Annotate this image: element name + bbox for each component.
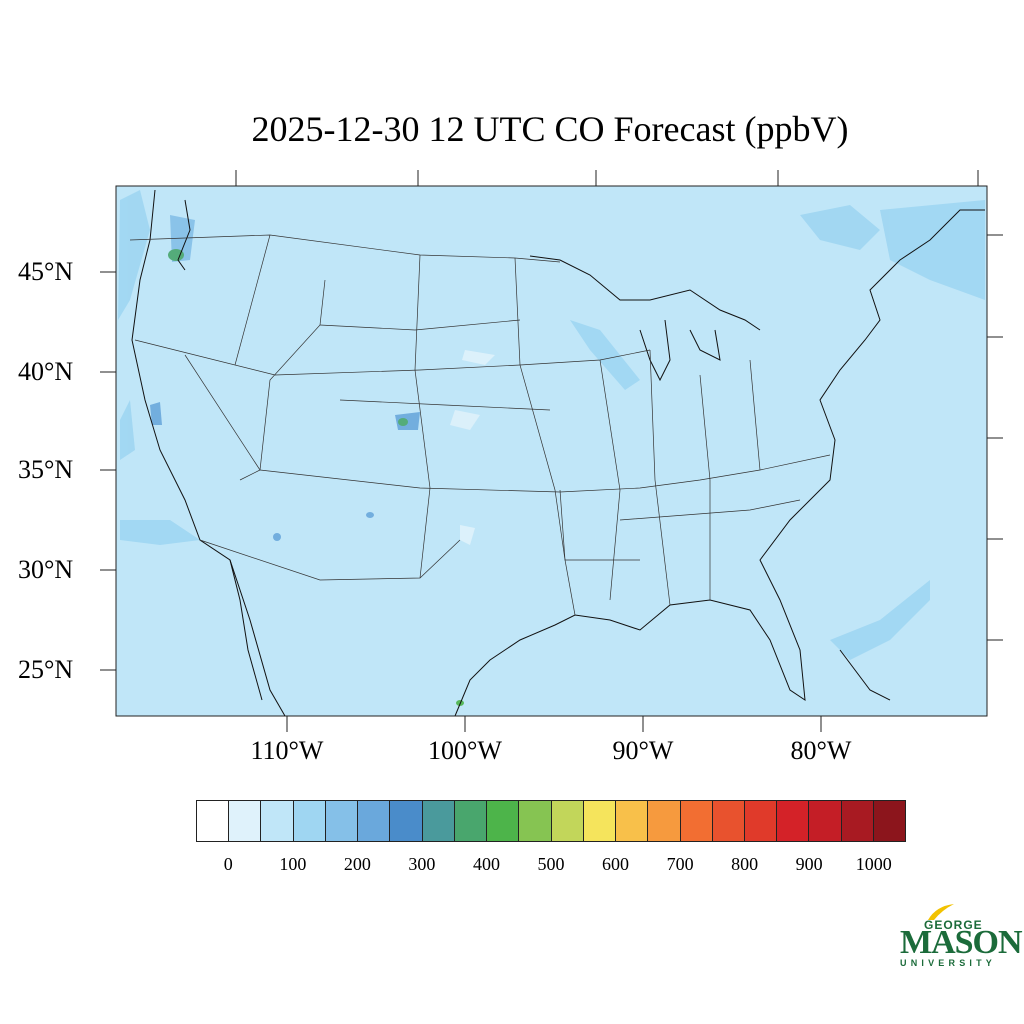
- bottom-ticks: [286, 716, 822, 732]
- colorbar-tick-label: 1000: [855, 854, 892, 874]
- colorbar-swatch: [197, 801, 230, 841]
- colorbar-swatch: [873, 801, 906, 841]
- concentration-shading: [118, 190, 985, 706]
- logo-mason: MASON: [900, 924, 1023, 961]
- colorbar-swatch: [777, 801, 810, 841]
- colorbar-swatch: [744, 801, 778, 841]
- colorbar-tick-label: 800: [731, 854, 759, 874]
- colorbar-swatch: [648, 801, 681, 841]
- lon-label-100w: 100°W: [428, 736, 502, 765]
- lon-label-90w: 90°W: [612, 736, 674, 765]
- colorbar: [196, 800, 906, 842]
- colorbar-tick-label: 100: [279, 854, 307, 874]
- lon-label-80w: 80°W: [790, 736, 852, 765]
- map-background: [116, 186, 987, 716]
- map-title: 2025-12-30 12 UTC CO Forecast (ppbV): [251, 109, 849, 149]
- logo-swoosh-icon: [928, 904, 954, 920]
- colorbar-swatch: [712, 801, 745, 841]
- colorbar-swatch: [487, 801, 520, 841]
- colorbar-swatch: [293, 801, 326, 841]
- map-frame: [115, 185, 988, 717]
- lat-label-45n: 45°N: [18, 257, 74, 286]
- lat-label-35n: 35°N: [18, 455, 74, 484]
- lat-label-25n: 25°N: [18, 655, 74, 684]
- colorbar-swatch: [422, 801, 455, 841]
- colorbar-tick-label: 400: [472, 854, 500, 874]
- colorbar-swatch: [809, 801, 842, 841]
- colorbar-tick-label: 0: [223, 854, 233, 874]
- colorbar-swatch: [358, 801, 391, 841]
- george-mason-logo: GEORGE MASON UNIVERSITY: [898, 902, 1023, 972]
- colorbar-swatch: [390, 801, 423, 841]
- colorbar-tick-label: 600: [602, 854, 630, 874]
- colorbar-swatch: [261, 801, 294, 841]
- colorbar-swatch: [841, 801, 874, 841]
- right-ticks: [987, 234, 1003, 641]
- top-ticks: [235, 170, 979, 186]
- logo-george: GEORGE: [924, 918, 983, 932]
- colorbar-swatch: [583, 801, 617, 841]
- colorbar-swatch: [229, 801, 262, 841]
- coastlines: [131, 189, 985, 717]
- state-boundaries: [129, 234, 831, 616]
- colorbar-tick-label: 900: [795, 854, 823, 874]
- colorbar-swatch: [454, 801, 488, 841]
- colorbar-tick-label: 500: [537, 854, 565, 874]
- lat-label-40n: 40°N: [18, 357, 74, 386]
- colorbar-tick-label: 700: [666, 854, 694, 874]
- colorbar-tick-label: 300: [408, 854, 436, 874]
- colorbar-swatch: [616, 801, 649, 841]
- colorbar-swatch: [551, 801, 584, 841]
- colorbar-tick-label: 200: [343, 854, 371, 874]
- colorbar-swatch: [680, 801, 713, 841]
- colorbar-swatch: [519, 801, 552, 841]
- lat-label-30n: 30°N: [18, 555, 74, 584]
- logo-university: UNIVERSITY: [900, 958, 997, 968]
- lon-label-110w: 110°W: [250, 736, 324, 765]
- colorbar-swatch: [325, 801, 359, 841]
- left-ticks: [100, 271, 116, 671]
